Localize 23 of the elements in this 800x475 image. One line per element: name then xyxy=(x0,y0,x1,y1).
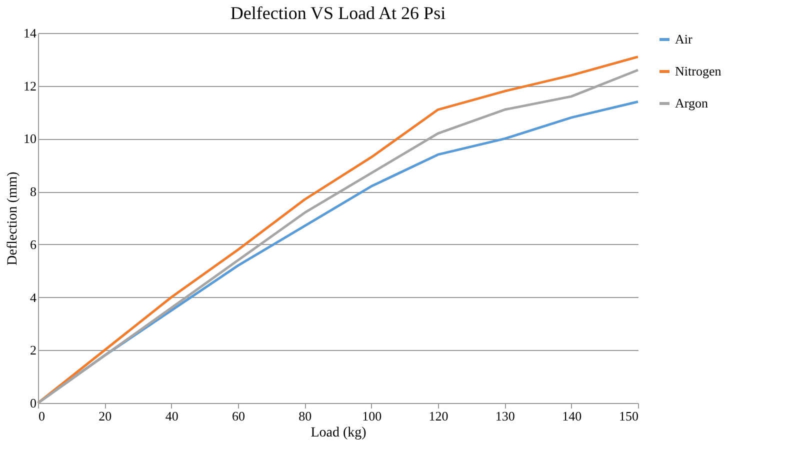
legend-label: Argon xyxy=(675,96,708,110)
legend-label: Air xyxy=(675,32,693,46)
x-tick-label: 60 xyxy=(232,408,245,424)
y-axis-title: Deflection (mm) xyxy=(6,171,20,266)
y-tick-label: 0 xyxy=(30,396,36,410)
y-tick-label: 10 xyxy=(24,131,36,146)
x-tick-label: 150 xyxy=(619,408,638,424)
chart-title: Delfection VS Load At 26 Psi xyxy=(230,3,446,23)
x-axis-title: Load (kg) xyxy=(310,426,367,440)
y-tick-label: 4 xyxy=(30,290,37,305)
x-tick-label: 140 xyxy=(562,408,582,424)
y-tick-label: 12 xyxy=(24,78,36,94)
y-tick-label: 14 xyxy=(24,26,37,40)
legend-label: Nitrogen xyxy=(675,64,722,78)
x-tick-label: 40 xyxy=(165,408,178,424)
x-tick-label: 120 xyxy=(428,408,448,424)
x-tick-label: 20 xyxy=(98,408,112,424)
x-tick-label: 130 xyxy=(495,408,515,424)
y-tick-label: 6 xyxy=(30,236,37,252)
x-tick-label: 80 xyxy=(298,408,312,424)
y-tick-label: 8 xyxy=(30,184,36,200)
y-tick-label: 2 xyxy=(30,342,36,358)
x-tick-label: 100 xyxy=(362,408,382,424)
